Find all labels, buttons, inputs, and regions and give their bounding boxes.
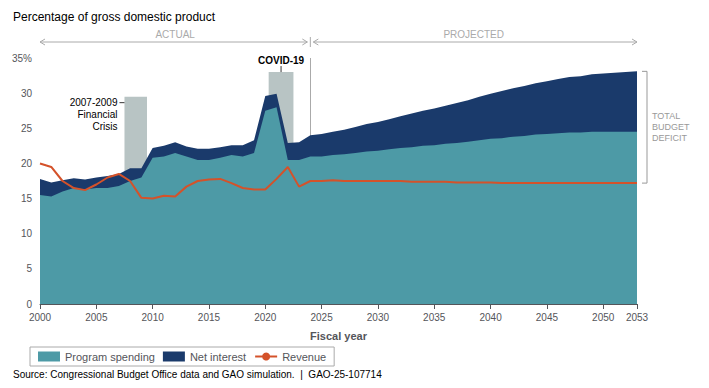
svg-text:5: 5 (26, 263, 32, 274)
svg-text:COVID-19: COVID-19 (258, 55, 305, 66)
svg-text:Financial: Financial (77, 109, 117, 120)
svg-text:Net interest: Net interest (190, 351, 246, 363)
svg-text:Source: Congressional Budget O: Source: Congressional Budget Office data… (13, 369, 382, 380)
svg-text:2010: 2010 (142, 312, 165, 323)
svg-text:2035: 2035 (423, 312, 446, 323)
svg-text:2040: 2040 (479, 312, 502, 323)
svg-text:2000: 2000 (29, 312, 52, 323)
svg-text:BUDGET: BUDGET (652, 122, 690, 132)
svg-text:2005: 2005 (85, 312, 108, 323)
svg-text:Program spending: Program spending (65, 351, 155, 363)
svg-text:Fiscal year: Fiscal year (310, 330, 368, 342)
svg-text:TOTAL: TOTAL (652, 111, 680, 121)
svg-text:15: 15 (21, 193, 33, 204)
svg-text:2007-2009: 2007-2009 (70, 97, 118, 108)
svg-text:35%: 35% (12, 53, 32, 64)
svg-text:20: 20 (21, 158, 33, 169)
svg-text:Percentage of gross domestic p: Percentage of gross domestic product (13, 10, 216, 24)
svg-text:2025: 2025 (310, 312, 333, 323)
svg-text:0: 0 (26, 299, 32, 310)
svg-text:PROJECTED: PROJECTED (443, 29, 504, 40)
svg-text:2020: 2020 (254, 312, 277, 323)
svg-text:10: 10 (21, 228, 33, 239)
svg-text:Crisis: Crisis (92, 121, 117, 132)
svg-text:2053: 2053 (626, 312, 649, 323)
svg-text:2045: 2045 (536, 312, 559, 323)
svg-text:Revenue: Revenue (282, 351, 326, 363)
svg-text:DEFICIT: DEFICIT (652, 133, 688, 143)
svg-text:2015: 2015 (198, 312, 221, 323)
svg-text:25: 25 (21, 123, 33, 134)
svg-text:2050: 2050 (592, 312, 615, 323)
svg-text:2030: 2030 (367, 312, 390, 323)
svg-text:30: 30 (21, 88, 33, 99)
svg-text:ACTUAL: ACTUAL (155, 29, 195, 40)
